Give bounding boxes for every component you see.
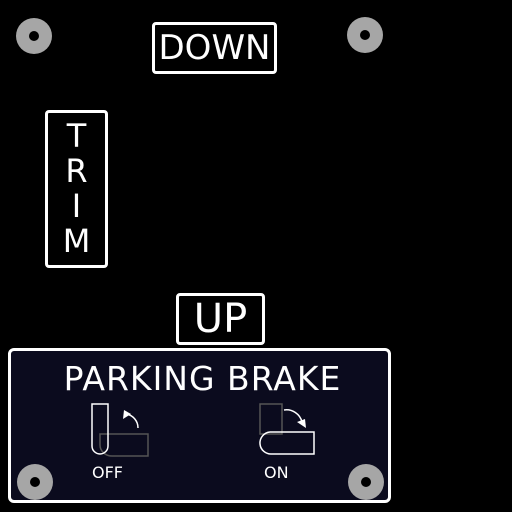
- trim-letter-m: M: [62, 222, 91, 260]
- brake-on-label: ON: [264, 463, 289, 482]
- parking-brake-panel: PARKING BRAKE: [8, 348, 391, 503]
- trim-letter-r: R: [65, 152, 88, 190]
- screw-icon-bottom-right: [348, 464, 384, 500]
- trim-up-label: UP: [193, 296, 248, 342]
- trim-up-button[interactable]: UP: [176, 293, 265, 345]
- brake-on-lever-icon[interactable]: [256, 400, 322, 460]
- screw-icon-bottom-left: [17, 464, 53, 500]
- parking-brake-title: PARKING BRAKE: [63, 359, 342, 398]
- trim-letter-i: I: [71, 187, 82, 225]
- trim-letter-t: T: [66, 117, 87, 155]
- trim-down-button[interactable]: DOWN: [152, 22, 277, 74]
- screw-icon-top-left: [16, 18, 52, 54]
- trim-down-label: DOWN: [158, 28, 271, 68]
- brake-off-label: OFF: [92, 463, 123, 482]
- trim-label-box: T R I M: [45, 110, 108, 268]
- screw-icon-top-right: [347, 17, 383, 53]
- brake-off-lever-icon[interactable]: [88, 400, 154, 460]
